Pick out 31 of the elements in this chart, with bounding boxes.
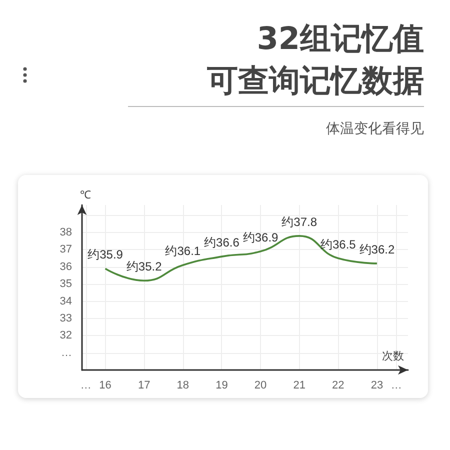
data-label: 约35.2 (126, 260, 162, 274)
x-tick-label: 17 (138, 380, 150, 392)
data-label: 约35.9 (88, 248, 124, 262)
y-tick-label: 33 (60, 312, 72, 324)
x-tick-label: … (80, 380, 92, 392)
data-label: 约37.8 (282, 214, 318, 229)
text: 体温变化看得见 (326, 120, 424, 138)
x-tick-label: 23 (370, 380, 384, 392)
data-label: 约36.9 (242, 230, 279, 244)
chart-subtitle: 可查询记忆数据 (207, 63, 424, 99)
y-tick-label: 36 (60, 260, 72, 273)
x-tick-label: 20 (254, 380, 267, 392)
x-tick-label: 18 (176, 380, 190, 392)
chart-title: 32组记忆值 (256, 21, 424, 57)
y-tick-label: 34 (60, 295, 72, 308)
y-tick-label: 37 (60, 244, 72, 256)
data-label: 约36.5 (320, 237, 356, 252)
y-tick-label: … (61, 346, 72, 359)
data-label: 约36.1 (165, 244, 201, 258)
y-tick-label: 38 (60, 226, 72, 238)
x-tick-label: … (390, 380, 402, 392)
x-tick-label: 16 (99, 380, 112, 392)
x-tick-label: 21 (293, 380, 306, 392)
y-axis-title: ℃ (80, 190, 91, 202)
data-label: 约36.2 (359, 242, 395, 256)
y-tick-label: 35 (60, 278, 72, 290)
x-axis-title: 次数 (382, 350, 404, 362)
x-tick-label: 22 (332, 380, 344, 392)
x-tick-label: 19 (216, 380, 228, 392)
y-tick-label: 32 (60, 330, 72, 342)
data-label: 约36.6 (204, 236, 240, 250)
